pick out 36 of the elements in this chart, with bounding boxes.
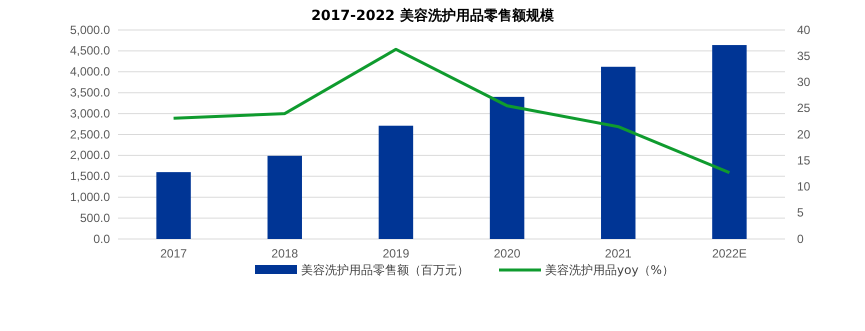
bar (268, 156, 302, 239)
bar (378, 126, 414, 239)
y2-tick-label: 25 (797, 101, 811, 116)
y2-tick-label: 15 (797, 153, 811, 168)
legend-label: 美容洗护用品零售额（百万元） (301, 263, 469, 277)
y-tick-label: 3,000.0 (70, 106, 110, 120)
y2-tick-label: 10 (797, 180, 811, 194)
bar (490, 96, 524, 239)
y-tick-label: 5,000.0 (70, 22, 110, 37)
y-tick-label: 2,500.0 (70, 127, 110, 142)
bar (712, 45, 747, 239)
y-tick-label: 1,500.0 (70, 169, 110, 184)
bar (601, 66, 636, 239)
x-tick-label: 2020 (494, 246, 521, 261)
y-tick-label: 4,000.0 (70, 64, 110, 79)
x-tick-label: 2019 (382, 246, 410, 261)
chart-title: 2017-2022 美容洗护用品零售额规模 (311, 7, 555, 24)
y-tick-label: 2,000.0 (70, 148, 110, 162)
y-tick-label: 4,500.0 (70, 44, 110, 58)
bar (156, 172, 191, 239)
legend-label: 美容洗护用品yoy（%） (545, 263, 674, 277)
y2-tick-label: 40 (797, 22, 811, 37)
y-tick-label: 0.0 (93, 232, 110, 246)
y-tick-label: 3,500.0 (70, 86, 110, 100)
line-series (172, 48, 731, 174)
x-tick-label: 2021 (604, 246, 632, 261)
y2-tick-label: 0 (797, 232, 804, 246)
y2-tick-label: 35 (797, 48, 811, 63)
x-tick-label: 2018 (271, 246, 298, 261)
y2-tick-label: 5 (797, 206, 804, 220)
y2-tick-label: 30 (797, 75, 811, 90)
y-tick-label: 500.0 (80, 210, 110, 225)
x-tick-label: 2022E (712, 246, 747, 261)
y2-tick-label: 20 (797, 127, 811, 142)
x-tick-label: 2017 (160, 246, 188, 261)
y-tick-label: 1,000.0 (70, 190, 110, 204)
